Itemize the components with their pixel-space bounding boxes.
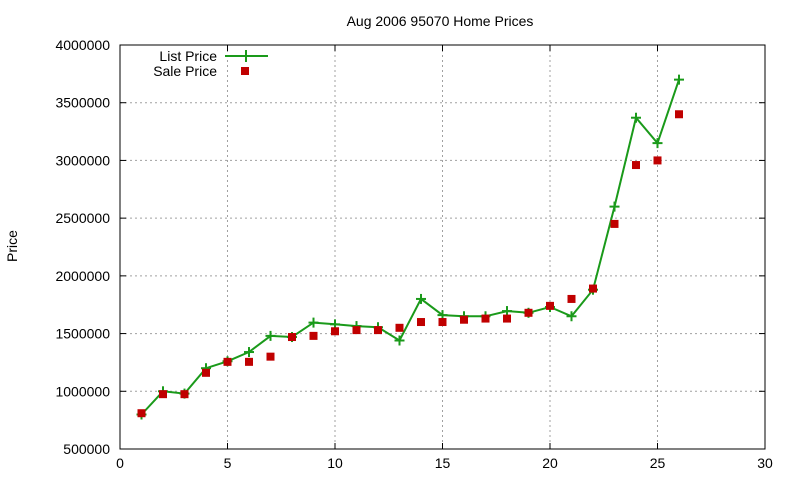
data-point-sale-price (288, 333, 296, 342)
data-point-sale-price (180, 390, 189, 399)
legend-label-list-price: List Price (159, 48, 217, 64)
data-point-sale-price (137, 409, 146, 418)
data-point-sale-price (481, 314, 490, 323)
legend-marker-sale-price (241, 67, 249, 75)
data-point-sale-price (223, 357, 232, 366)
data-point-list-price (394, 335, 405, 346)
y-tick-label: 4000000 (55, 37, 110, 53)
grid (120, 45, 765, 449)
data-point-list-price (265, 330, 276, 341)
data-point-sale-price (309, 331, 318, 340)
data-point-list-price (674, 74, 684, 85)
x-tick-label: 20 (542, 455, 558, 471)
series-line-list-price (140, 79, 680, 416)
data-point-list-price (308, 317, 319, 328)
data-point-sale-price (653, 156, 662, 165)
data-point-sale-price (675, 110, 683, 119)
data-point-sale-price (159, 390, 167, 399)
plot-frame (119, 44, 766, 450)
x-tick-label: 0 (116, 455, 124, 471)
x-tick-label: 30 (757, 455, 773, 471)
data-point-list-price (244, 347, 254, 358)
y-tick-label: 2500000 (55, 210, 110, 226)
y-tick-label: 1000000 (55, 383, 110, 399)
y-tick-label: 2000000 (55, 268, 110, 284)
data-point-sale-price (438, 318, 447, 327)
x-tick-label: 15 (435, 455, 451, 471)
data-point-list-price (609, 201, 620, 212)
data-point-sale-price (567, 294, 576, 303)
data-point-sale-price (352, 326, 361, 335)
data-point-sale-price (245, 357, 253, 366)
data-point-sale-price (374, 326, 382, 335)
data-point-sale-price (331, 327, 339, 336)
axis-ticks: 500000 1000000 1500000 2000000 2500000 300000… (55, 37, 773, 471)
x-tick-label: 5 (224, 455, 232, 471)
legend-marker-list-price (240, 50, 252, 62)
data-point-sale-price (524, 308, 533, 317)
y-tick-label: 500000 (63, 441, 110, 457)
data-point-sale-price (546, 301, 554, 310)
data-point-list-price (566, 311, 577, 322)
data-point-sale-price (202, 368, 210, 377)
series (136, 74, 684, 420)
data-point-sale-price (610, 219, 619, 228)
data-point-list-price (416, 293, 426, 304)
x-tick-label: 25 (650, 455, 666, 471)
legend: List Price Sale Price (153, 48, 268, 79)
data-point-sale-price (395, 323, 404, 332)
y-tick-label: 3500000 (55, 95, 110, 111)
data-point-sale-price (589, 284, 597, 293)
legend-label-sale-price: Sale Price (153, 63, 217, 79)
data-point-sale-price (266, 352, 275, 361)
y-tick-label: 3000000 (55, 152, 110, 168)
data-point-list-price (652, 138, 663, 149)
y-axis-label: Price (4, 230, 20, 262)
chart-title: Aug 2006 95070 Home Prices (347, 13, 534, 29)
data-point-sale-price (417, 318, 425, 327)
data-point-list-price (502, 306, 512, 317)
y-tick-label: 1500000 (55, 326, 110, 342)
x-tick-label: 10 (327, 455, 343, 471)
data-point-sale-price (632, 161, 640, 170)
data-point-sale-price (503, 314, 511, 323)
data-point-list-price (631, 112, 641, 123)
data-point-sale-price (460, 315, 468, 324)
